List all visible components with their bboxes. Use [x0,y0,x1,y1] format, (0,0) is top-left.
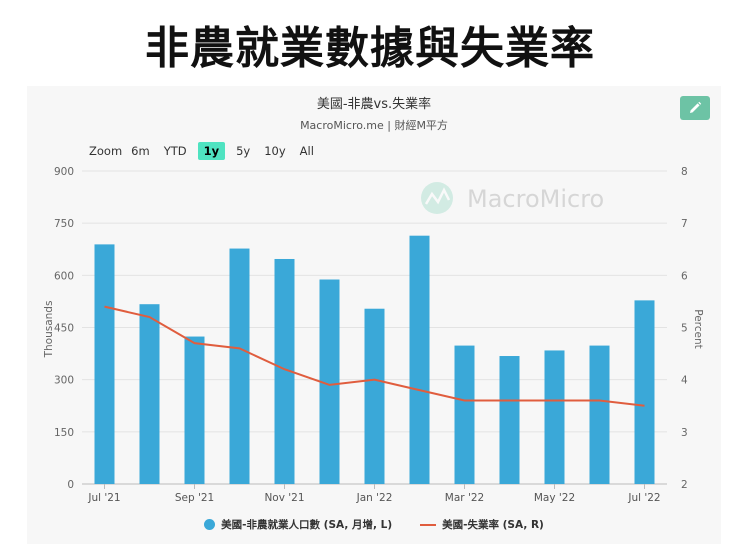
bar [229,248,250,484]
x-tick-label: Nov '21 [264,492,304,504]
watermark-logo-icon [421,182,453,214]
y-left-tick-label: 750 [54,218,74,230]
y-left-tick-label: 600 [54,270,74,282]
bar [274,258,295,484]
y-left-tick-label: 300 [54,375,74,387]
page-title: 非農就業數據與失業率 [145,23,595,74]
y-left-tick-label: 0 [67,479,74,491]
chart-legend: 美國-非農就業人口數 (SA, 月增, L) 美國-失業率 (SA, R) [27,517,721,532]
y-right-tick-label: 7 [681,218,688,230]
legend-bar-swatch [204,519,216,530]
y-right-axis-label: Percent [692,309,704,349]
bar [184,336,205,484]
bar [409,235,430,484]
zoom-label: Zoom [89,144,123,158]
x-tick-label: May '22 [534,492,575,504]
zoom-5y-button[interactable]: 5y [236,144,251,158]
x-tick-label: Mar '22 [445,492,484,504]
pencil-icon [690,101,702,113]
y-left-axis-label: Thousands [43,301,55,359]
zoom-all-button[interactable]: All [299,144,314,158]
legend-label-unemployment: 美國-失業率 (SA, R) [442,519,544,531]
zoom-controls: Zoom 6m YTD 1y 5y 10y All [89,142,325,160]
x-tick-label: Jul '22 [627,492,660,504]
chart-subtitle: MacroMicro.me | 財經M平方 [300,119,448,132]
x-tick-label: Sep '21 [175,492,214,504]
bar [499,356,520,484]
chart-title: 美國-非農vs.失業率 [316,97,432,112]
bar [94,244,115,484]
unemployment-line [104,305,645,407]
y-right-tick-label: 4 [681,375,688,387]
bar [139,304,160,484]
chart-plot: MacroMicro 0 150 300 450 600 750 900 2 3 4 5 6 7 8 Jul… [43,166,704,504]
y-right-tick-label: 3 [681,427,688,439]
zoom-6m-button[interactable]: 6m [131,144,150,158]
watermark-text: MacroMicro [467,185,604,213]
zoom-10y-button[interactable]: 10y [264,144,286,158]
y-right-tick-label: 8 [681,166,688,178]
bar [634,300,655,484]
legend-line-swatch [420,523,437,526]
legend-item-nonfarm[interactable]: 美國-非農就業人口數 (SA, 月增, L) [204,517,392,532]
legend-item-unemployment[interactable]: 美國-失業率 (SA, R) [420,517,544,532]
bar [319,279,340,484]
bar [364,308,385,484]
zoom-ytd-button[interactable]: YTD [163,144,187,158]
bar [544,350,565,484]
edit-button[interactable] [680,96,710,120]
x-tick-label: Jul '21 [87,492,120,504]
y-right-tick-label: 6 [681,270,688,282]
bar [454,345,475,484]
y-right-tick-label: 2 [681,479,688,491]
watermark: MacroMicro [421,182,604,214]
x-tick-label: Jan '22 [356,492,393,504]
y-left-tick-label: 450 [54,323,74,335]
bar [589,345,610,484]
chart-panel: 美國-非農vs.失業率 MacroMicro.me | 財經M平方 Zoom 6… [27,86,721,544]
legend-label-nonfarm: 美國-非農就業人口數 (SA, 月增, L) [221,519,393,531]
zoom-1y-button[interactable]: 1y [197,142,226,160]
y-right-tick-label: 5 [681,323,688,335]
y-left-tick-label: 150 [54,427,74,439]
y-left-tick-label: 900 [54,166,74,178]
